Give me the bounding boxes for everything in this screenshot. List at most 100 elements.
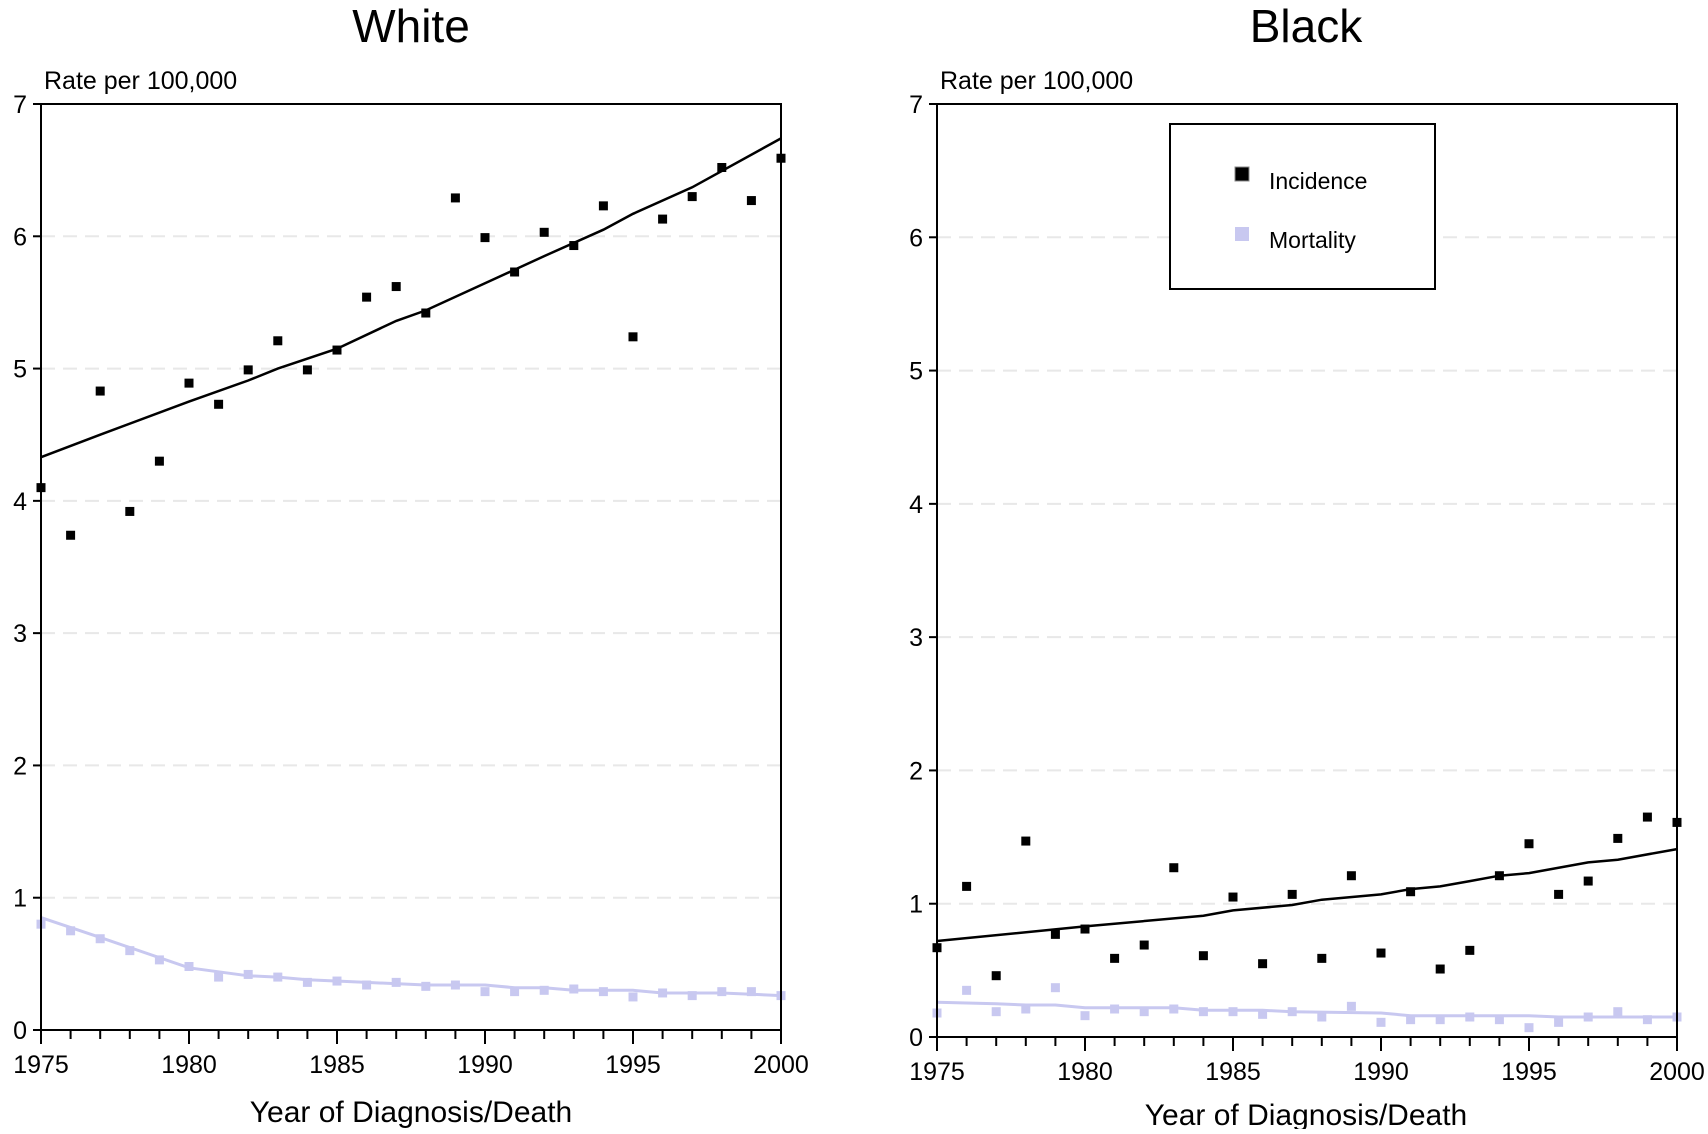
y-tick-label: 2 [909,757,923,785]
x-tick-label: 1990 [457,1051,513,1079]
data-points [36,153,786,1002]
x-tick-label: 1990 [1353,1058,1409,1086]
data-point-incidence [1346,871,1356,881]
data-point-mortality [391,977,401,987]
data-point-mortality [1110,1004,1120,1014]
legend: Incidence Mortality [1169,123,1436,290]
data-point-incidence [687,192,697,202]
data-point-mortality [991,1007,1001,1017]
data-point-incidence [628,332,638,342]
data-point-mortality [273,972,283,982]
data-point-mortality [95,934,105,944]
data-point-mortality [154,955,164,965]
data-point-incidence [125,506,135,516]
data-point-incidence [302,365,312,375]
y-tick-label: 5 [909,358,923,386]
y-tick-label: 0 [13,1017,27,1045]
data-point-mortality [687,991,697,1001]
data-point-mortality [1317,1012,1327,1022]
grid-lines [41,235,781,899]
x-tick-label: 1995 [605,1051,661,1079]
data-point-incidence [1021,836,1031,846]
axis-ticks: 0 1 2 3 4 5 6 7 1975 1980 1985 1990 1995 2000 [909,91,1705,1086]
data-point-incidence [1080,924,1090,934]
trend-line-incidence [40,137,782,459]
data-point-mortality [184,962,194,972]
plot-frame [40,103,782,1031]
data-point-incidence [480,233,490,243]
data-point-mortality [1228,1007,1238,1017]
data-point-incidence [1376,948,1386,958]
data-point-mortality [1080,1011,1090,1021]
trend-line-mortality [40,916,782,998]
data-point-incidence [1139,940,1149,950]
y-tick-label: 3 [909,624,923,652]
grid-lines [937,236,1677,905]
data-point-incidence [1406,887,1416,897]
data-point-mortality [1169,1004,1179,1014]
y-axis-label: Rate per 100,000 [940,67,1133,95]
y-tick-label: 7 [13,91,27,119]
data-point-mortality [1465,1012,1475,1022]
data-point-incidence [243,365,253,375]
data-point-incidence [510,267,520,277]
data-point-mortality [362,980,372,990]
data-point-mortality [1258,1009,1268,1019]
trend-line-mortality [936,1000,1677,1019]
data-point-mortality [480,987,490,997]
data-point-incidence [1258,959,1268,969]
data-point-mortality [1050,983,1060,993]
y-tick-label: 4 [909,491,923,519]
data-point-mortality [569,984,579,994]
data-point-mortality [1554,1017,1564,1027]
y-tick-label: 1 [909,891,923,919]
data-point-mortality [1642,1015,1652,1025]
x-tick-label: 1980 [161,1051,217,1079]
data-point-incidence [1228,892,1238,902]
data-point-incidence [1198,951,1208,961]
chart-title: White [352,0,470,52]
legend-marker-mortality [1235,227,1249,241]
data-point-incidence [214,399,224,409]
data-point-incidence [658,214,668,224]
y-tick-label: 0 [909,1024,923,1052]
x-tick-label: 1980 [1057,1058,1113,1086]
data-point-incidence [391,282,401,292]
legend-label-incidence: Incidence [1269,168,1367,194]
data-point-mortality [1021,1004,1031,1014]
data-point-incidence [569,241,579,251]
data-point-mortality [302,977,312,987]
data-point-incidence [598,201,608,211]
panel-black: Black Rate per 100,000 Year of Diagnosis… [909,0,1705,1132]
data-point-incidence [421,308,431,318]
data-point-mortality [125,946,135,956]
y-tick-label: 1 [13,885,27,913]
data-point-mortality [450,980,460,990]
data-point-mortality [243,969,253,979]
y-tick-label: 5 [13,356,27,384]
data-point-mortality [539,985,549,995]
trend-lines [936,847,1678,1019]
plot-frame [936,103,1678,1038]
data-point-mortality [1613,1007,1623,1017]
trend-lines [40,137,782,998]
data-point-mortality [1287,1007,1297,1017]
data-point-incidence [991,971,1001,981]
panel-white: White Rate per 100,000 Year of Diagnosis… [13,0,809,1129]
legend-marker-incidence [1234,166,1250,182]
data-point-mortality [1139,1007,1149,1017]
y-tick-label: 2 [13,752,27,780]
x-tick-label: 1985 [309,1051,365,1079]
data-point-mortality [598,987,608,997]
data-point-incidence [539,227,549,237]
data-point-incidence [154,456,164,466]
data-point-mortality [746,987,756,997]
data-point-mortality [1198,1007,1208,1017]
y-tick-label: 7 [909,91,923,119]
data-point-mortality [1376,1017,1386,1027]
axis-ticks: 0 1 2 3 4 5 6 7 1975 1980 1985 1990 1995 2000 [13,91,809,1079]
legend-label-mortality: Mortality [1269,227,1356,253]
data-point-incidence [273,336,283,346]
data-point-incidence [1169,863,1179,873]
